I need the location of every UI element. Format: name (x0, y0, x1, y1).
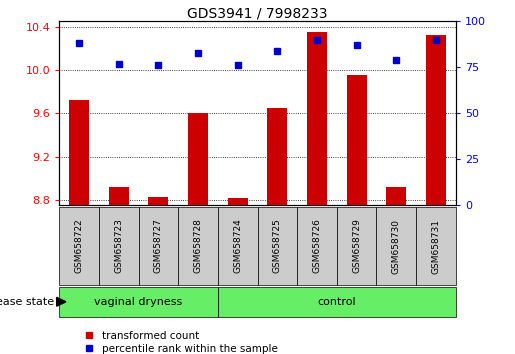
Bar (69, 100, 89, 205)
Text: GSM658722: GSM658722 (75, 219, 83, 273)
Text: GSM658728: GSM658728 (194, 218, 202, 274)
Text: disease state: disease state (0, 297, 54, 307)
Bar (188, 113, 208, 205)
Text: GSM658724: GSM658724 (233, 219, 242, 273)
Text: GSM658731: GSM658731 (432, 218, 440, 274)
Bar (416, 207, 456, 285)
Text: GSM658730: GSM658730 (392, 218, 401, 274)
Bar (297, 207, 337, 285)
Bar (59, 287, 218, 317)
Bar (218, 287, 456, 317)
Text: GSM658727: GSM658727 (154, 218, 163, 274)
Bar (376, 207, 416, 285)
Text: control: control (317, 297, 356, 307)
Bar (258, 207, 297, 285)
Text: GSM658723: GSM658723 (114, 218, 123, 274)
Bar (59, 207, 99, 285)
Bar (337, 207, 376, 285)
Bar (139, 207, 178, 285)
Bar (218, 207, 258, 285)
Title: GDS3941 / 7998233: GDS3941 / 7998233 (187, 6, 328, 20)
Text: GSM658729: GSM658729 (352, 218, 361, 274)
Bar (148, 197, 168, 205)
Bar (426, 35, 446, 205)
Bar (228, 198, 248, 205)
Legend: transformed count, percentile rank within the sample: transformed count, percentile rank withi… (85, 331, 278, 354)
Bar (109, 187, 129, 205)
Text: GSM658726: GSM658726 (313, 218, 321, 274)
Bar (307, 32, 327, 205)
Bar (347, 75, 367, 205)
Bar (178, 207, 218, 285)
Bar (386, 187, 406, 205)
Bar (99, 207, 139, 285)
Text: GSM658725: GSM658725 (273, 218, 282, 274)
Bar (267, 108, 287, 205)
Text: vaginal dryness: vaginal dryness (94, 297, 183, 307)
